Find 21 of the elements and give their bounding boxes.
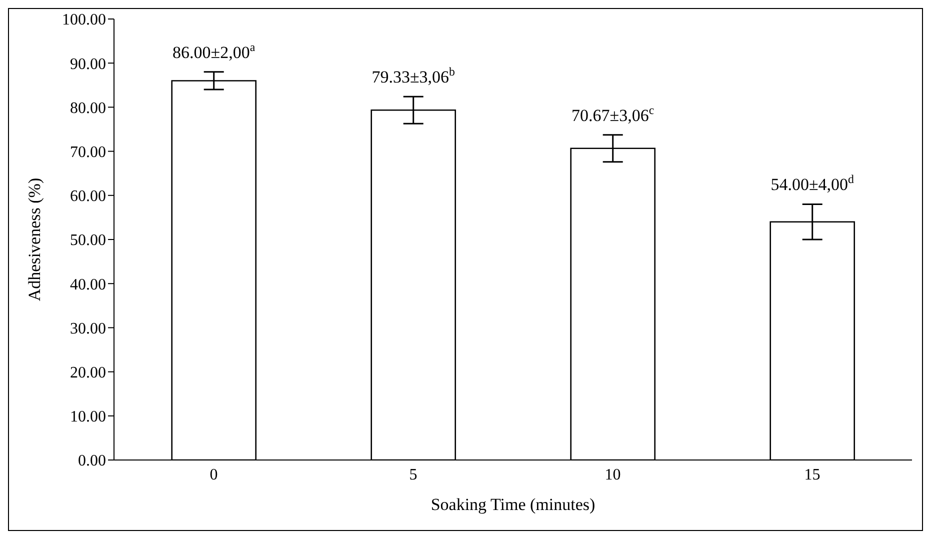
y-tick-label: 70.00 [70,144,106,161]
x-tick-label: 15 [804,466,820,484]
y-tick-label: 40.00 [70,276,106,294]
y-axis-title: Adhesiveness (%) [25,178,44,302]
data-label: 54.00±4,00$^{d}$ [770,172,854,194]
y-tick-label: 0.00 [78,452,106,470]
x-tick-label: 10 [604,466,621,484]
y-tick-label: 30.00 [70,320,106,338]
y-tick-label: 20.00 [70,364,106,382]
x-tick-label: 5 [409,466,418,484]
y-tick-label: 100.00 [62,12,106,29]
y-tick-label: 50.00 [70,232,106,250]
y-tick-label: 90.00 [70,56,106,73]
y-tick-label: 60.00 [70,188,106,206]
data-label: 86.00±2,00$^{a}$ [172,40,256,62]
data-label: 79.33±3,06$^{b}$ [372,64,456,87]
y-tick-label: 80.00 [70,100,106,117]
y-tick-label: 10.00 [70,408,106,426]
x-axis-title: Soaking Time (minutes) [430,495,596,514]
x-tick-label: 0 [210,466,218,484]
data-label: 70.67±3,06$^{c}$ [572,102,654,125]
